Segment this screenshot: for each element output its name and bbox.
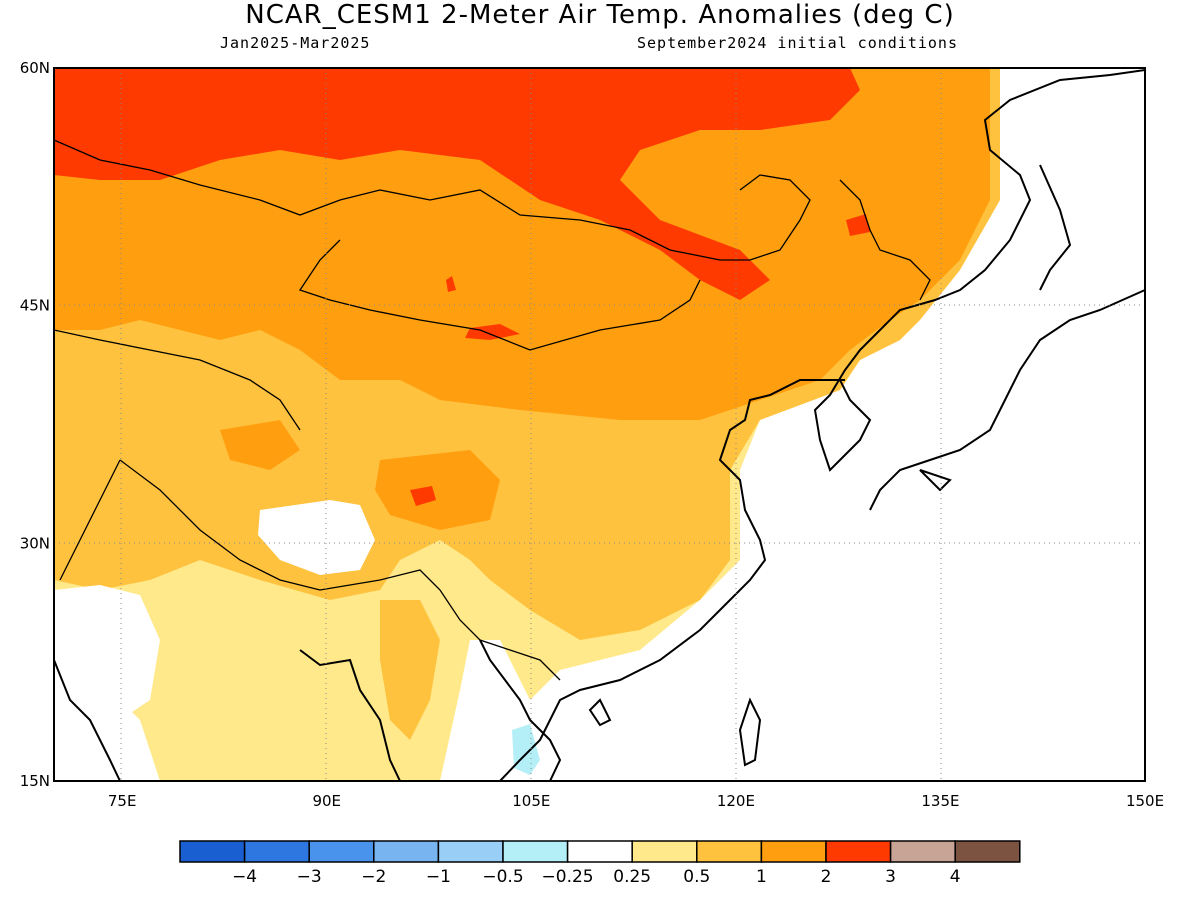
colorbar-label: 3: [885, 867, 896, 887]
colorbar-label: −0.5: [482, 867, 523, 887]
colorbar-label: −0.25: [542, 867, 594, 887]
lon-tick-label: 150E: [1126, 792, 1164, 810]
lon-tick-label: 90E: [312, 792, 341, 810]
borders: [54, 139, 931, 681]
lat-tick-label: 60N: [20, 59, 50, 77]
color-legend: −4 −3 −2 −1 −0.5 −0.25 0.25 0.5 1 2 3 4: [179, 840, 1021, 887]
colorbar-label: 2: [821, 867, 832, 887]
lat-tick-label: 45N: [20, 297, 50, 315]
initial-conditions: September2024 initial conditions: [637, 34, 958, 52]
colorbar-label: 0.5: [683, 867, 710, 887]
colorbar-swatch: [889, 840, 956, 863]
colorbar-swatch: [631, 840, 698, 863]
map-title: NCAR_CESM1 2-Meter Air Temp. Anomalies (…: [245, 0, 955, 30]
coastlines: [54, 69, 1145, 781]
lat-tick-label: 15N: [20, 772, 50, 790]
plot-frame: [53, 67, 1146, 782]
colorbar-label: 1: [756, 867, 767, 887]
colorbar-label: −1: [426, 867, 451, 887]
colorbar-swatch: [243, 840, 310, 863]
colorbar-label: 0.25: [613, 867, 651, 887]
grid-lines: [54, 68, 1145, 781]
colorbar-swatch: [373, 840, 440, 863]
latitude-labels: 60N 45N 30N 15N: [20, 59, 50, 790]
colorbar-swatch: [696, 840, 763, 863]
lon-tick-label: 135E: [921, 792, 959, 810]
colorbar-swatch: [179, 840, 246, 863]
colorbar-swatch: [437, 840, 504, 863]
colorbar-swatch: [760, 840, 827, 863]
colorbar-label: 4: [950, 867, 961, 887]
lat-tick-label: 30N: [20, 534, 50, 552]
lon-tick-label: 120E: [717, 792, 755, 810]
colorbar-label: −4: [232, 867, 257, 887]
colorbar-label: −3: [297, 867, 322, 887]
lon-tick-label: 75E: [108, 792, 137, 810]
lon-tick-label: 105E: [512, 792, 550, 810]
colorbar-label: −2: [361, 867, 386, 887]
longitude-labels: 75E 90E 105E 120E 135E 150E: [108, 792, 1164, 810]
anomaly-fill: [54, 68, 1145, 781]
colorbar-swatch: [502, 840, 569, 863]
colorbar-swatch: [954, 840, 1021, 863]
colorbar-swatch: [566, 840, 633, 863]
colorbar-swatch: [308, 840, 375, 863]
colorbar-swatch: [825, 840, 892, 863]
forecast-period: Jan2025-Mar2025: [220, 34, 371, 52]
